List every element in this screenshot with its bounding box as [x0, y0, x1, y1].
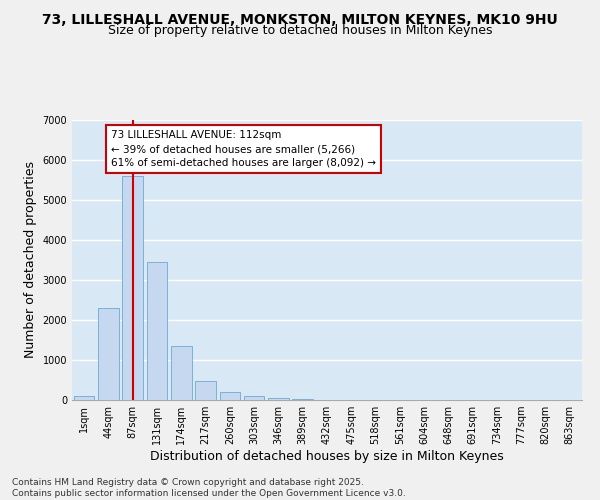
Text: Contains HM Land Registry data © Crown copyright and database right 2025.
Contai: Contains HM Land Registry data © Crown c… — [12, 478, 406, 498]
Text: 73, LILLESHALL AVENUE, MONKSTON, MILTON KEYNES, MK10 9HU: 73, LILLESHALL AVENUE, MONKSTON, MILTON … — [42, 12, 558, 26]
Bar — [195, 381, 216, 400]
Bar — [146, 262, 167, 400]
Text: 73 LILLESHALL AVENUE: 112sqm
← 39% of detached houses are smaller (5,266)
61% of: 73 LILLESHALL AVENUE: 112sqm ← 39% of de… — [111, 130, 376, 168]
Bar — [74, 396, 94, 400]
Bar — [122, 176, 143, 400]
Text: Size of property relative to detached houses in Milton Keynes: Size of property relative to detached ho… — [108, 24, 492, 37]
Y-axis label: Number of detached properties: Number of detached properties — [24, 162, 37, 358]
Bar — [244, 396, 265, 400]
Bar — [268, 398, 289, 400]
Bar — [220, 392, 240, 400]
Bar — [98, 308, 119, 400]
X-axis label: Distribution of detached houses by size in Milton Keynes: Distribution of detached houses by size … — [150, 450, 504, 463]
Bar — [171, 346, 191, 400]
Bar — [292, 399, 313, 400]
